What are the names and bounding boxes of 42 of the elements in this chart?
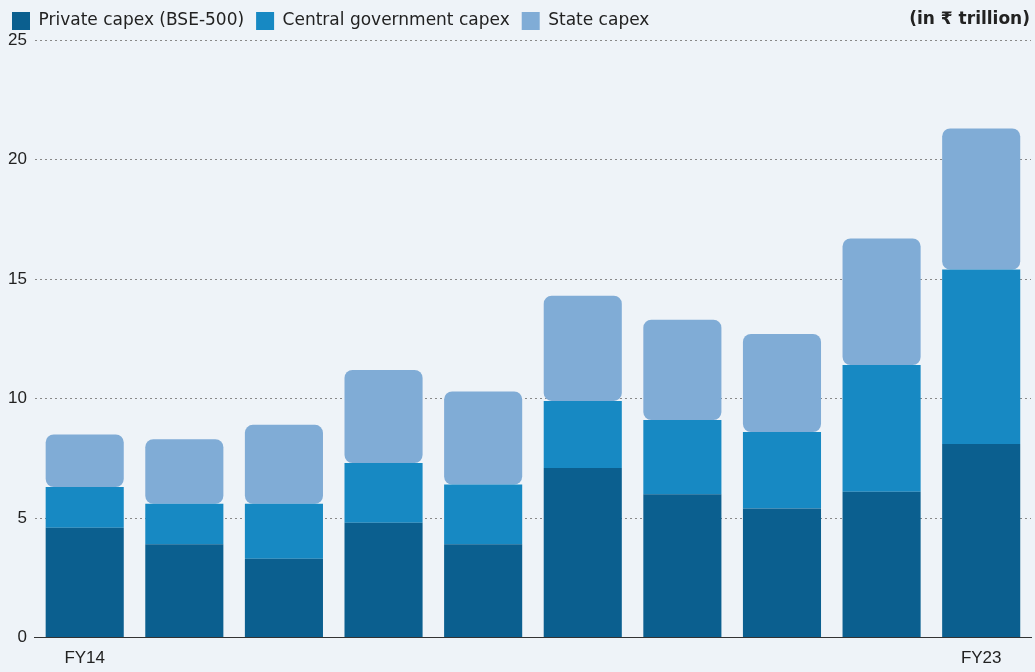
bar (244, 503, 323, 559)
bar (45, 487, 124, 528)
bar (842, 238, 921, 366)
bar (742, 508, 822, 638)
bar (244, 424, 323, 504)
bar (344, 522, 423, 638)
bar (145, 544, 224, 638)
bar (742, 334, 822, 433)
bar (842, 491, 921, 638)
bar (643, 319, 722, 421)
legend-label: Private capex (BSE-500) (38, 9, 245, 30)
bar (543, 400, 622, 468)
bar (643, 420, 722, 495)
bar (942, 128, 1021, 270)
legend-label: Central government capex (282, 9, 510, 30)
x-tick-label: FY23 (960, 648, 1002, 668)
bar (244, 558, 323, 638)
y-tick-label: 25 (7, 29, 27, 49)
bar (344, 463, 423, 523)
bar (742, 432, 822, 509)
bar (543, 467, 622, 638)
y-tick-label: 10 (7, 388, 27, 408)
bar (344, 369, 423, 464)
bar (444, 391, 523, 485)
bar (942, 443, 1021, 638)
y-tick-label: 5 (17, 507, 27, 527)
bar (145, 439, 224, 504)
legend-label: State capex (548, 9, 650, 30)
x-tick-label: FY14 (64, 648, 106, 668)
bar (842, 365, 921, 492)
bar (145, 503, 224, 545)
bar (45, 434, 124, 488)
y-tick-label: 20 (7, 149, 27, 169)
bar (942, 269, 1021, 444)
bar (444, 544, 523, 638)
bar (643, 494, 722, 638)
bar (444, 484, 523, 545)
bar (543, 295, 622, 401)
y-tick-label: 0 (17, 627, 27, 647)
text: (in ₹ trillion) (909, 8, 1030, 29)
y-tick-label: 15 (7, 268, 27, 288)
bar (45, 527, 124, 638)
